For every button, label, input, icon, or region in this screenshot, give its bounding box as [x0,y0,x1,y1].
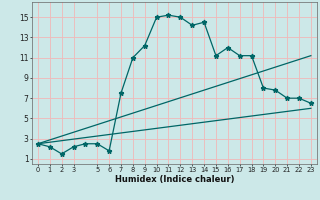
X-axis label: Humidex (Indice chaleur): Humidex (Indice chaleur) [115,175,234,184]
